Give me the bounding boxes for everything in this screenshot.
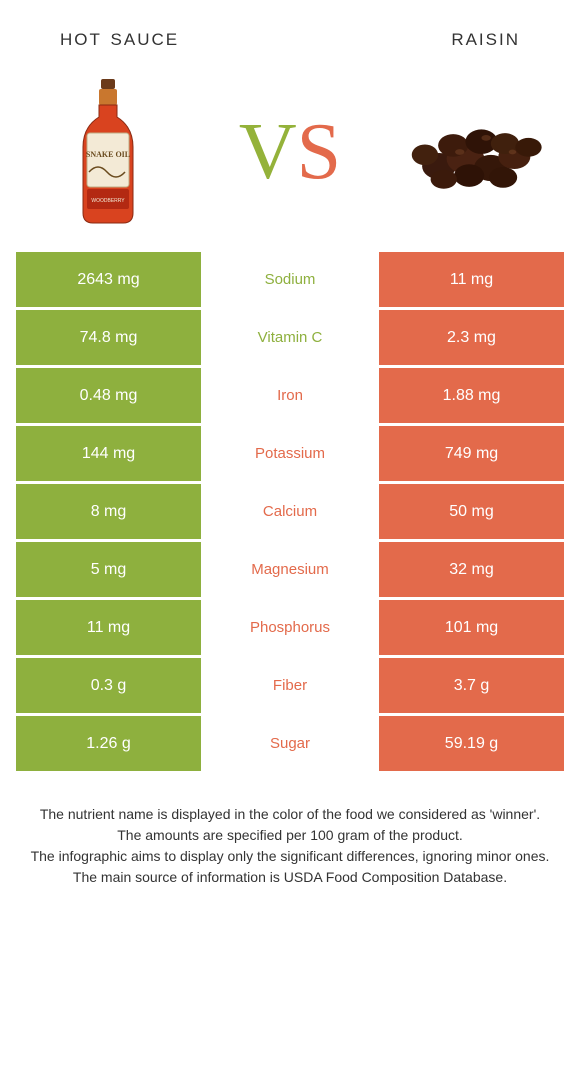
title-right: raisin: [451, 24, 520, 52]
cell-nutrient-name: Sodium: [201, 252, 379, 307]
vs-label: VS: [239, 107, 341, 198]
cell-left-value: 1.26 g: [16, 716, 201, 771]
hot-sauce-image: SNAKE OIL WOODBERRY: [28, 77, 188, 227]
cell-nutrient-name: Phosphorus: [201, 600, 379, 655]
cell-right-value: 2.3 mg: [379, 310, 564, 365]
svg-text:WOODBERRY: WOODBERRY: [91, 198, 125, 204]
footer-line-3: The infographic aims to display only the…: [22, 846, 558, 867]
table-row: 11 mgPhosphorus101 mg: [16, 600, 564, 655]
footer-line-4: The main source of information is USDA F…: [22, 867, 558, 888]
vs-v: V: [239, 108, 297, 196]
table-row: 144 mgPotassium749 mg: [16, 426, 564, 481]
header: hot sauce raisin: [0, 0, 580, 62]
cell-left-value: 5 mg: [16, 542, 201, 597]
cell-left-value: 11 mg: [16, 600, 201, 655]
cell-nutrient-name: Fiber: [201, 658, 379, 713]
cell-nutrient-name: Iron: [201, 368, 379, 423]
cell-left-value: 2643 mg: [16, 252, 201, 307]
cell-left-value: 144 mg: [16, 426, 201, 481]
footer-line-2: The amounts are specified per 100 gram o…: [22, 825, 558, 846]
table-row: 74.8 mgVitamin C2.3 mg: [16, 310, 564, 365]
footer: The nutrient name is displayed in the co…: [0, 774, 580, 888]
cell-nutrient-name: Vitamin C: [201, 310, 379, 365]
svg-text:SNAKE OIL: SNAKE OIL: [86, 150, 130, 159]
nutrient-table: 2643 mgSodium11 mg74.8 mgVitamin C2.3 mg…: [0, 252, 580, 771]
cell-left-value: 74.8 mg: [16, 310, 201, 365]
cell-left-value: 8 mg: [16, 484, 201, 539]
raisins-icon: [392, 97, 552, 207]
cell-nutrient-name: Magnesium: [201, 542, 379, 597]
cell-right-value: 50 mg: [379, 484, 564, 539]
table-row: 0.3 gFiber3.7 g: [16, 658, 564, 713]
cell-right-value: 59.19 g: [379, 716, 564, 771]
cell-nutrient-name: Sugar: [201, 716, 379, 771]
cell-right-value: 11 mg: [379, 252, 564, 307]
cell-nutrient-name: Calcium: [201, 484, 379, 539]
cell-nutrient-name: Potassium: [201, 426, 379, 481]
raisin-image: [392, 77, 552, 227]
cell-right-value: 32 mg: [379, 542, 564, 597]
table-row: 0.48 mgIron1.88 mg: [16, 368, 564, 423]
cell-right-value: 749 mg: [379, 426, 564, 481]
table-row: 1.26 gSugar59.19 g: [16, 716, 564, 771]
title-left: hot sauce: [60, 24, 179, 52]
cell-right-value: 101 mg: [379, 600, 564, 655]
vs-s: S: [297, 108, 342, 196]
bottle-icon: SNAKE OIL WOODBERRY: [63, 77, 153, 227]
footer-line-1: The nutrient name is displayed in the co…: [22, 804, 558, 825]
cell-left-value: 0.3 g: [16, 658, 201, 713]
cell-right-value: 1.88 mg: [379, 368, 564, 423]
vs-row: SNAKE OIL WOODBERRY VS: [0, 62, 580, 252]
cell-right-value: 3.7 g: [379, 658, 564, 713]
cell-left-value: 0.48 mg: [16, 368, 201, 423]
table-row: 5 mgMagnesium32 mg: [16, 542, 564, 597]
table-row: 8 mgCalcium50 mg: [16, 484, 564, 539]
table-row: 2643 mgSodium11 mg: [16, 252, 564, 307]
